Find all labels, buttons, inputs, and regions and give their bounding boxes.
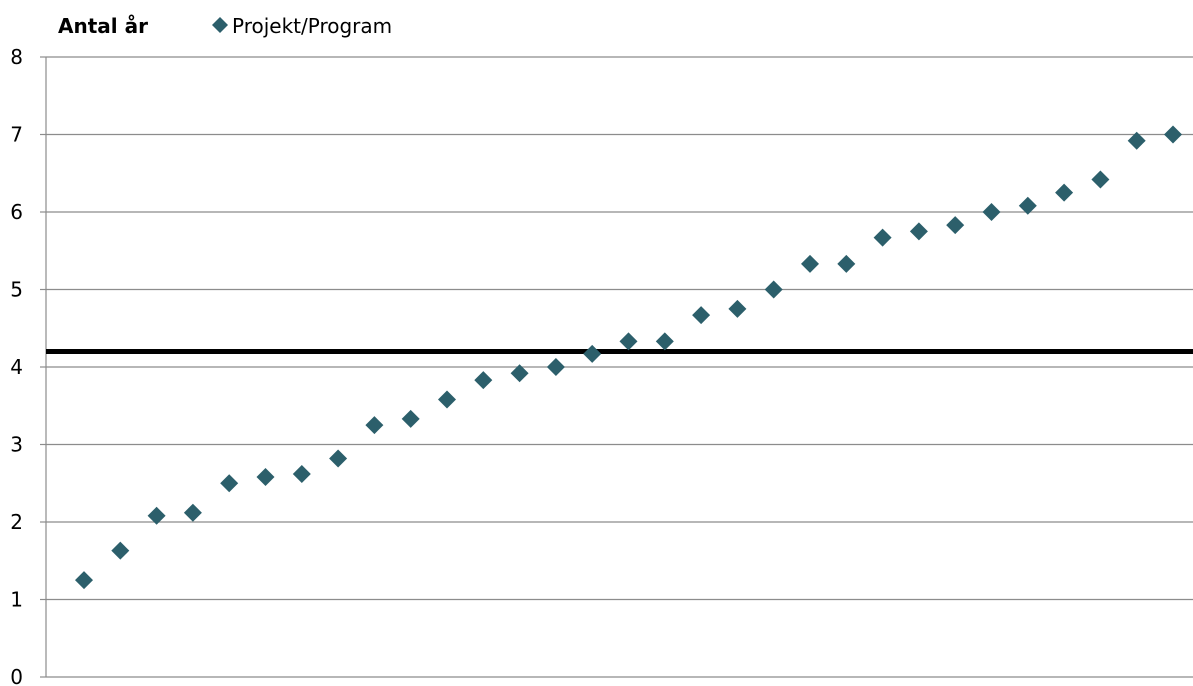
- data-point: [220, 474, 239, 493]
- data-point: [655, 332, 674, 351]
- data-point: [1164, 125, 1182, 144]
- data-point: [546, 358, 565, 376]
- data-point: [183, 503, 202, 522]
- y-tick-label: 0: [10, 665, 23, 686]
- data-point: [692, 306, 711, 325]
- y-tick-label: 1: [10, 588, 23, 612]
- data-point: [256, 468, 275, 487]
- y-tick-label: 5: [10, 278, 23, 302]
- data-point: [510, 364, 529, 383]
- data-point: [329, 449, 348, 468]
- data-point: [909, 222, 928, 241]
- axes: [40, 56, 1193, 678]
- y-tick-labels: 0 1 2 3 4 5 6 7 8: [10, 45, 23, 686]
- y-tick-label: 8: [10, 45, 23, 69]
- grid: [46, 56, 1193, 601]
- legend-label: Projekt/Program: [232, 14, 392, 38]
- data-point: [1055, 183, 1074, 202]
- data-point: [474, 371, 493, 390]
- data-point: [946, 216, 965, 235]
- legend: Projekt/Program: [212, 14, 392, 38]
- data-point: [1127, 131, 1146, 150]
- data-point: [728, 299, 747, 318]
- data-point: [583, 344, 602, 363]
- data-point: [1018, 196, 1037, 215]
- data-point: [111, 541, 130, 560]
- data-point: [1091, 170, 1110, 189]
- y-axis-title: Antal år: [58, 14, 148, 38]
- y-tick-label: 2: [10, 510, 23, 534]
- data-point: [401, 409, 420, 428]
- data-point: [292, 464, 311, 483]
- y-tick-label: 6: [10, 200, 23, 224]
- y-tick-label: 4: [10, 355, 23, 379]
- y-tick-label: 7: [10, 123, 23, 147]
- y-tick-label: 3: [10, 433, 23, 457]
- legend-marker: [212, 17, 228, 33]
- data-point: [438, 390, 456, 409]
- data-point: [147, 506, 166, 525]
- data-point: [619, 332, 638, 351]
- data-point: [365, 416, 384, 435]
- data-point: [75, 571, 93, 590]
- data-point: [764, 280, 783, 299]
- data-point: [801, 254, 819, 273]
- data-points: [75, 125, 1182, 590]
- data-point: [873, 228, 892, 247]
- data-point: [837, 254, 856, 273]
- data-point: [982, 203, 1001, 221]
